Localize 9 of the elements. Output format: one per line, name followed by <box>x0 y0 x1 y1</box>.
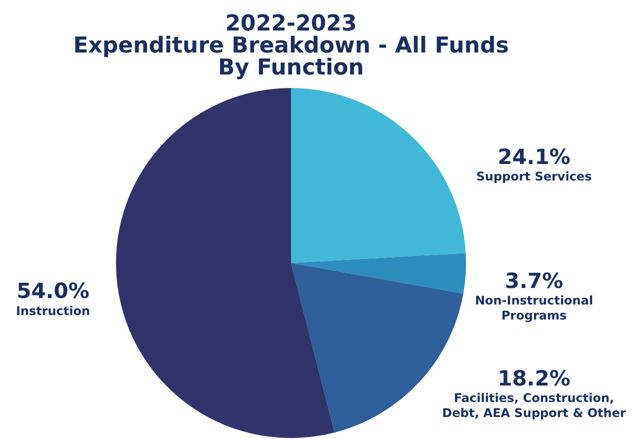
slice-label: Non-Instructional Programs <box>474 294 594 323</box>
data-label: 18.2% <box>498 366 570 391</box>
data-label: 3.7% <box>504 268 564 293</box>
slice-label: Instruction <box>16 304 90 318</box>
slice-label: Facilities, Construction, Debt, AEA Support & Other <box>442 391 626 420</box>
chart-title: 2022-2023 Expenditure Breakdown - All Funds By Function <box>73 12 509 81</box>
data-label: 24.1% <box>498 144 570 169</box>
slice-label: Support Services <box>476 170 592 184</box>
data-label: 54.0% <box>16 279 90 304</box>
